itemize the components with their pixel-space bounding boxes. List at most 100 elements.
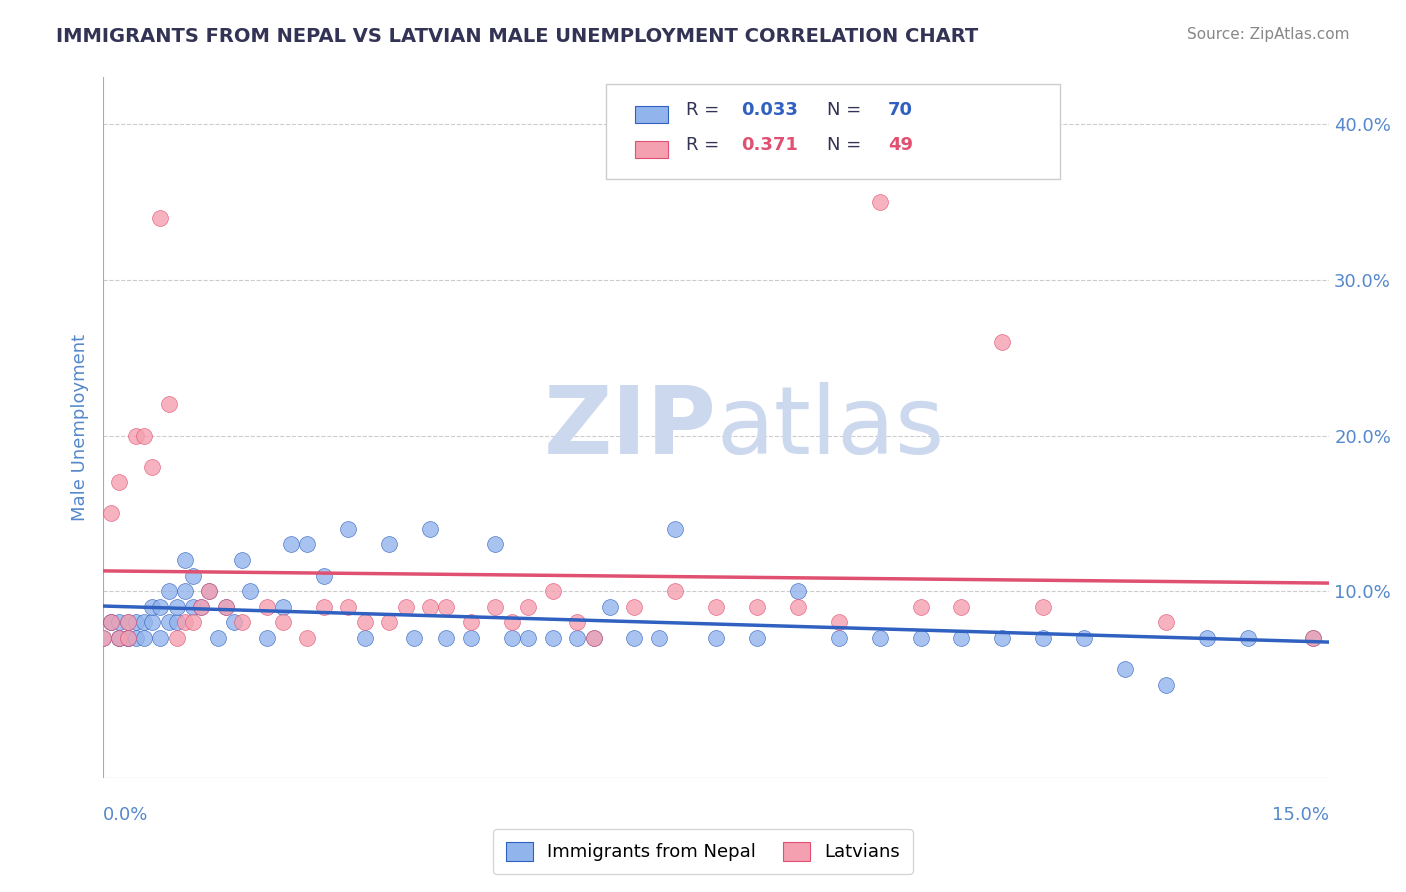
Point <box>141 599 163 614</box>
Point <box>117 615 139 630</box>
Point <box>460 615 482 630</box>
Text: ZIP: ZIP <box>543 382 716 474</box>
Point <box>378 615 401 630</box>
Text: R =: R = <box>686 136 730 154</box>
Point <box>567 615 589 630</box>
Point <box>181 599 204 614</box>
Point <box>149 599 172 614</box>
Point <box>991 631 1014 645</box>
Point <box>869 631 891 645</box>
Point <box>149 211 172 225</box>
Text: 0.0%: 0.0% <box>103 806 149 824</box>
Point <box>157 397 180 411</box>
Point <box>297 631 319 645</box>
Point <box>950 599 973 614</box>
Point <box>378 537 401 551</box>
Point <box>745 599 768 614</box>
Point <box>166 615 188 630</box>
Point <box>190 599 212 614</box>
Point <box>541 584 564 599</box>
Point <box>108 615 131 630</box>
Text: 49: 49 <box>887 136 912 154</box>
Point <box>166 599 188 614</box>
Point <box>256 631 278 645</box>
Point <box>787 599 810 614</box>
Point <box>117 631 139 645</box>
Point <box>419 522 441 536</box>
Point <box>1195 631 1218 645</box>
Y-axis label: Male Unemployment: Male Unemployment <box>72 334 89 521</box>
Point <box>173 553 195 567</box>
Point <box>501 615 523 630</box>
Point <box>517 599 540 614</box>
Point <box>337 599 360 614</box>
Text: R =: R = <box>686 101 724 119</box>
Point <box>91 631 114 645</box>
Point <box>312 568 335 582</box>
Point <box>1236 631 1258 645</box>
Point <box>215 599 238 614</box>
Point <box>132 631 155 645</box>
Point <box>582 631 605 645</box>
Point <box>1154 615 1177 630</box>
Point <box>108 631 131 645</box>
Point <box>484 599 506 614</box>
Point <box>1302 631 1324 645</box>
Point <box>664 584 686 599</box>
Point <box>222 615 245 630</box>
Text: 15.0%: 15.0% <box>1272 806 1329 824</box>
Point <box>312 599 335 614</box>
Point <box>1032 631 1054 645</box>
Point <box>541 631 564 645</box>
Point <box>402 631 425 645</box>
Point <box>117 631 139 645</box>
Point <box>132 428 155 442</box>
Point <box>623 599 645 614</box>
Point <box>869 194 891 209</box>
Text: 0.033: 0.033 <box>741 101 797 119</box>
Point <box>256 599 278 614</box>
Point <box>517 631 540 645</box>
Text: IMMIGRANTS FROM NEPAL VS LATVIAN MALE UNEMPLOYMENT CORRELATION CHART: IMMIGRANTS FROM NEPAL VS LATVIAN MALE UN… <box>56 27 979 45</box>
Point <box>394 599 416 614</box>
FancyBboxPatch shape <box>606 85 1060 179</box>
Point <box>271 615 294 630</box>
Point <box>181 568 204 582</box>
Point <box>950 631 973 645</box>
Point <box>501 631 523 645</box>
Text: N =: N = <box>827 101 866 119</box>
Point <box>108 631 131 645</box>
Point <box>125 615 148 630</box>
Point <box>484 537 506 551</box>
Point <box>149 631 172 645</box>
Point <box>125 428 148 442</box>
Point <box>91 631 114 645</box>
Point <box>828 615 851 630</box>
Point <box>704 631 727 645</box>
FancyBboxPatch shape <box>636 105 668 123</box>
Point <box>198 584 221 599</box>
Point <box>745 631 768 645</box>
Point <box>460 631 482 645</box>
Point <box>664 522 686 536</box>
Point <box>1154 677 1177 691</box>
Point <box>436 631 458 645</box>
Point <box>353 615 375 630</box>
Point <box>1302 631 1324 645</box>
Point <box>231 553 253 567</box>
Text: 0.371: 0.371 <box>741 136 797 154</box>
Text: Source: ZipAtlas.com: Source: ZipAtlas.com <box>1187 27 1350 42</box>
Point <box>910 631 932 645</box>
Point <box>157 615 180 630</box>
Point <box>828 631 851 645</box>
Point <box>141 615 163 630</box>
Point <box>181 615 204 630</box>
Point <box>190 599 212 614</box>
FancyBboxPatch shape <box>636 141 668 158</box>
Point <box>100 615 122 630</box>
Point <box>198 584 221 599</box>
Point <box>991 335 1014 350</box>
Text: N =: N = <box>827 136 866 154</box>
Point <box>582 631 605 645</box>
Point <box>231 615 253 630</box>
